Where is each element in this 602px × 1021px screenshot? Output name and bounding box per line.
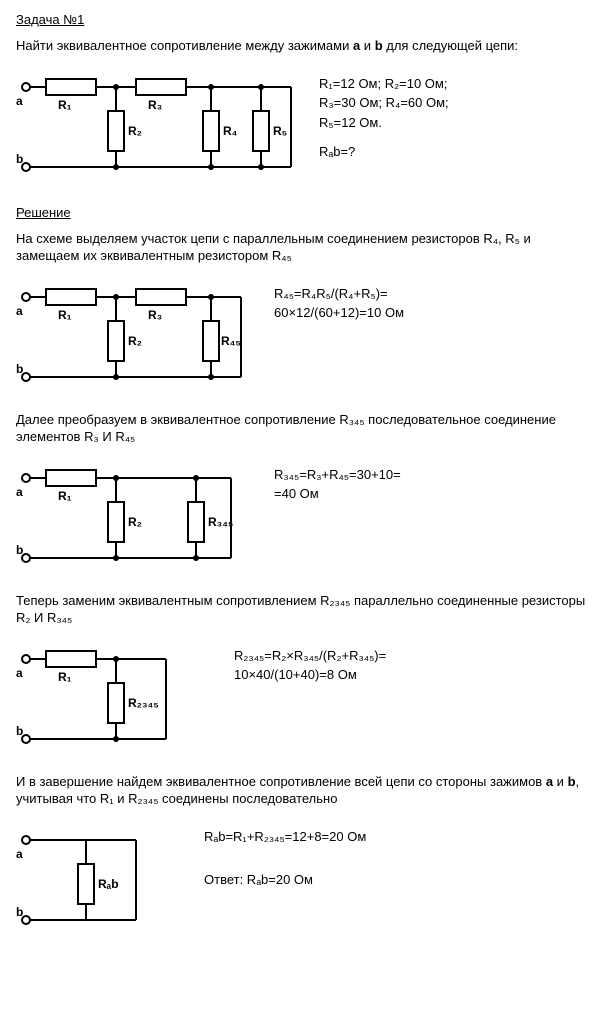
- eq-r45-1: R₄₅=R₄R₅/(R₄+R₅)=: [274, 285, 586, 303]
- circuit-1: a b R₁ R₂ R₃ R₄ R₅: [16, 67, 301, 187]
- eq-r345-1: R₃₄₅=R₃+R₄₅=30+10=: [274, 466, 586, 484]
- label-r1: R₁: [58, 670, 72, 684]
- label-r2: R₂: [128, 334, 142, 348]
- eq-r45-2: 60×12/(60+12)=10 Ом: [274, 304, 586, 322]
- circuit-5: a b Rₐb: [16, 820, 186, 940]
- terminal-b: b: [16, 362, 23, 376]
- label-r5: R₅: [273, 124, 287, 138]
- problem-statement: Найти эквивалентное сопротивление между …: [16, 37, 586, 55]
- circuit-row-3: a b R₁ R₂ R₃₄₅ R₃₄₅=R₃+R₄₅=30+10= =40 Ом: [16, 458, 586, 578]
- eq-r2345-1: R₂₃₄₅=R₂×R₃₄₅/(R₂+R₃₄₅)=: [234, 647, 586, 665]
- eq-r345-2: =40 Ом: [274, 485, 586, 503]
- circuit-2: a b R₁ R₂ R₃ R₄₅: [16, 277, 256, 397]
- terminal-b: b: [16, 905, 23, 919]
- label-r345: R₃₄₅: [208, 515, 233, 529]
- terminal-a: a: [16, 847, 23, 861]
- statement-pre: Найти эквивалентное сопротивление между …: [16, 38, 353, 53]
- step4-eq: Rₐb=R₁+R₂₃₄₅=12+8=20 Ом Ответ: Rₐb=20 Ом: [204, 820, 586, 891]
- step4-text: И в завершение найдем эквивалентное сопр…: [16, 773, 586, 808]
- step4-pre: И в завершение найдем эквивалентное сопр…: [16, 774, 546, 789]
- step1-eq: R₄₅=R₄R₅/(R₄+R₅)= 60×12/(60+12)=10 Ом: [274, 277, 586, 324]
- terminal-b: b: [16, 152, 23, 166]
- step3-eq: R₂₃₄₅=R₂×R₃₄₅/(R₂+R₃₄₅)= 10×40/(10+40)=8…: [234, 639, 586, 686]
- terminal-b-label: b: [568, 774, 576, 789]
- given-line-3: R₅=12 Ом.: [319, 114, 586, 132]
- label-r3: R₃: [148, 308, 162, 322]
- label-r2345: R₂₃₄₅: [128, 696, 159, 710]
- solution-title: Решение: [16, 205, 586, 220]
- given-block: R₁=12 Ом; R₂=10 Ом; R₃=30 Ом; R₄=60 Ом; …: [319, 67, 586, 163]
- label-r2: R₂: [128, 515, 142, 529]
- terminal-a: a: [16, 94, 23, 108]
- circuit-3: a b R₁ R₂ R₃₄₅: [16, 458, 256, 578]
- label-r1: R₁: [58, 489, 72, 503]
- label-r4: R₄: [223, 124, 238, 138]
- answer: Ответ: Rₐb=20 Ом: [204, 871, 586, 889]
- terminal-a: a: [16, 666, 23, 680]
- terminal-b: b: [16, 543, 23, 557]
- circuit-4: a b R₁ R₂₃₄₅: [16, 639, 216, 759]
- eq-r2345-2: 10×40/(10+40)=8 Ом: [234, 666, 586, 684]
- label-r45: R₄₅: [221, 334, 241, 348]
- terminal-b: b: [16, 724, 23, 738]
- label-rab: Rₐb: [98, 877, 119, 891]
- circuit-row-2: a b R₁ R₂ R₃ R₄₅ R₄₅=R₄R₅/(R₄+R₅)= 60×12…: [16, 277, 586, 397]
- eq-rab: Rₐb=R₁+R₂₃₄₅=12+8=20 Ом: [204, 828, 586, 846]
- label-r1: R₁: [58, 98, 72, 112]
- label-r2: R₂: [128, 124, 142, 138]
- given-line-2: R₃=30 Ом; R₄=60 Ом;: [319, 94, 586, 112]
- given-line-1: R₁=12 Ом; R₂=10 Ом;: [319, 75, 586, 93]
- terminal-b-label: b: [375, 38, 383, 53]
- step2-text: Далее преобразуем в эквивалентное сопрот…: [16, 411, 586, 446]
- given-question: Rₐb=?: [319, 143, 586, 161]
- step2-eq: R₃₄₅=R₃+R₄₅=30+10= =40 Ом: [274, 458, 586, 505]
- terminal-a: a: [16, 304, 23, 318]
- statement-and: и: [360, 38, 375, 53]
- circuit-row-5: a b Rₐb Rₐb=R₁+R₂₃₄₅=12+8=20 Ом Ответ: R…: [16, 820, 586, 940]
- terminal-a-label: а: [546, 774, 553, 789]
- label-r3: R₃: [148, 98, 162, 112]
- step3-text: Теперь заменим эквивалентным сопротивлен…: [16, 592, 586, 627]
- circuit-row-1: a b R₁ R₂ R₃ R₄ R₅: [16, 67, 586, 187]
- problem-title: Задача №1: [16, 12, 586, 27]
- step1-text: На схеме выделяем участок цепи с паралле…: [16, 230, 586, 265]
- label-r1: R₁: [58, 308, 72, 322]
- statement-post: для следующей цепи:: [383, 38, 518, 53]
- step4-and: и: [553, 774, 568, 789]
- circuit-row-4: a b R₁ R₂₃₄₅ R₂₃₄₅=R₂×R₃₄₅/(R₂+R₃₄₅)= 10…: [16, 639, 586, 759]
- terminal-a: a: [16, 485, 23, 499]
